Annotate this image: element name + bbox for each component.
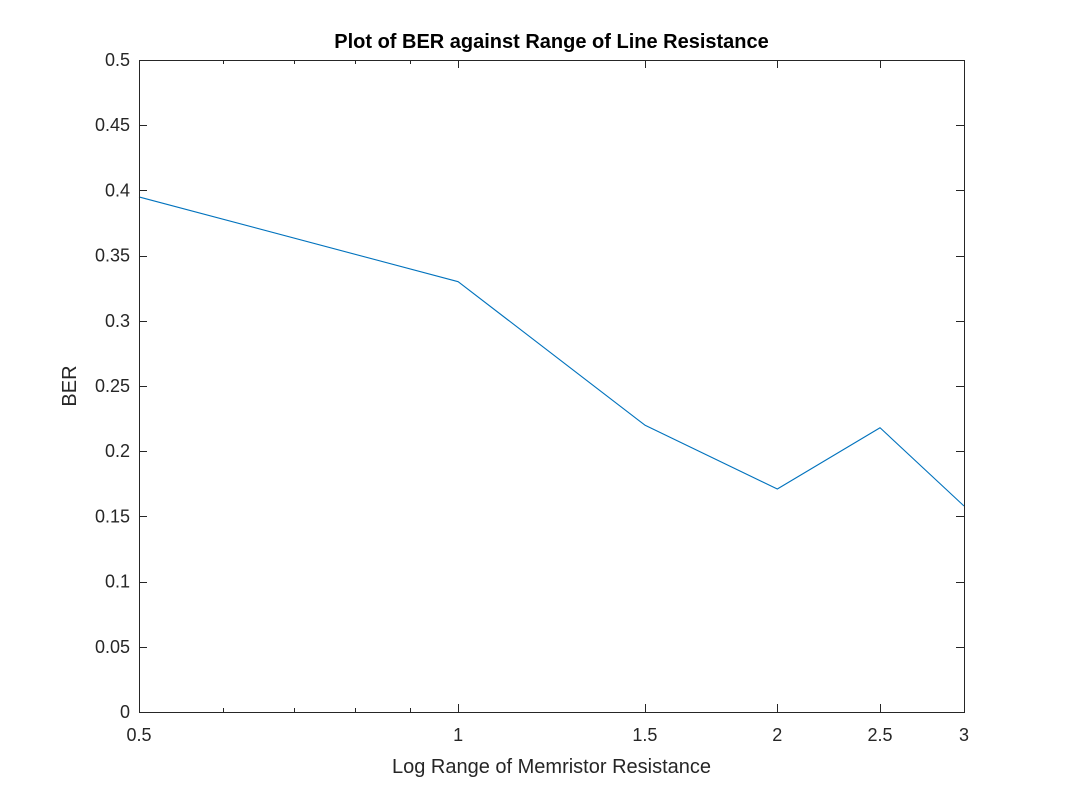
series-line (138, 196, 965, 507)
y-tick-label: 0.1 (105, 572, 130, 592)
x-tick-labels: 0.5 1 1.5 2 2.5 3 (126, 725, 969, 745)
plot-frame (139, 60, 965, 713)
y-tick-label: 0.35 (95, 246, 130, 266)
x-tick-label: 1.5 (632, 725, 657, 745)
x-tick-label: 1 (453, 725, 463, 745)
x-tick-label: 3 (959, 725, 969, 745)
y-tick-label: 0.2 (105, 441, 130, 461)
y-axis-label: BER (59, 365, 81, 406)
major-ticks (139, 60, 965, 713)
y-tick-label: 0.4 (105, 180, 130, 200)
y-tick-label: 0.15 (95, 506, 130, 526)
y-tick-labels: 0 0.05 0.1 0.15 0.2 0.25 0.3 0.35 0.4 0.45 0.5 (95, 50, 130, 722)
y-tick-label: 0.5 (105, 50, 130, 70)
x-tick-label: 2.5 (868, 725, 893, 745)
y-tick-label: 0.45 (95, 115, 130, 135)
y-tick-label: 0.25 (95, 376, 130, 396)
x-axis-label: Log Range of Memristor Resistance (392, 756, 711, 778)
chart-title: Plot of BER against Range of Line Resist… (334, 31, 769, 53)
x-tick-label: 0.5 (126, 725, 151, 745)
y-tick-label: 0.3 (105, 311, 130, 331)
x-tick-label: 2 (772, 725, 782, 745)
y-tick-label: 0 (120, 702, 130, 722)
y-tick-label: 0.05 (95, 637, 130, 657)
plot-area (139, 60, 964, 712)
series-layer (138, 196, 965, 507)
